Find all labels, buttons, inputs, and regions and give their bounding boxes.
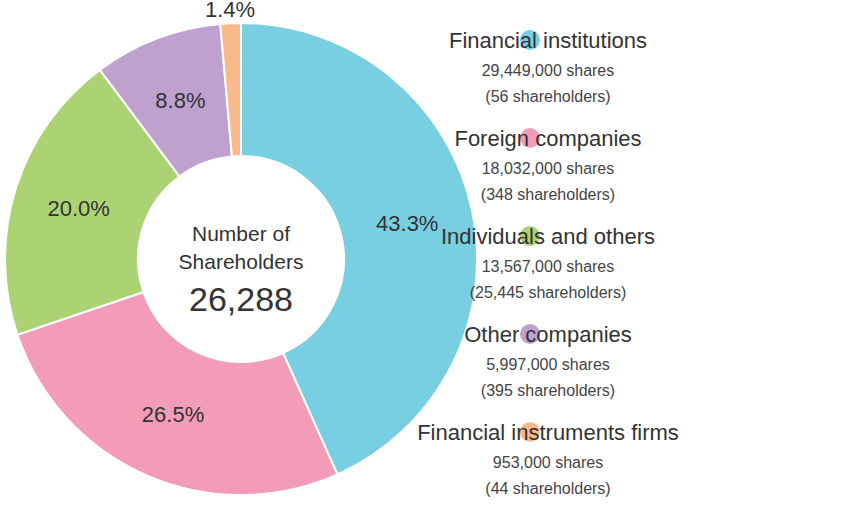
svg-text:26,288: 26,288 [189, 280, 293, 318]
svg-text:5,997,000 shares: 5,997,000 shares [486, 356, 610, 373]
svg-text:(44 shareholders): (44 shareholders) [485, 480, 610, 497]
svg-text:20.0%: 20.0% [47, 196, 109, 221]
svg-text:Other companies: Other companies [464, 322, 632, 347]
svg-text:26.5%: 26.5% [142, 402, 204, 427]
svg-text:Financial instruments firms: Financial instruments firms [417, 420, 679, 445]
svg-text:29,449,000 shares: 29,449,000 shares [482, 62, 615, 79]
svg-text:(25,445 shareholders): (25,445 shareholders) [470, 284, 627, 301]
svg-text:Number of: Number of [192, 222, 290, 245]
svg-text:Individuals and others: Individuals and others [441, 224, 655, 249]
svg-text:(348 shareholders): (348 shareholders) [481, 186, 615, 203]
svg-text:Foreign companies: Foreign companies [454, 126, 641, 151]
svg-text:(56 shareholders): (56 shareholders) [485, 88, 610, 105]
svg-text:953,000 shares: 953,000 shares [493, 454, 603, 471]
svg-text:18,032,000 shares: 18,032,000 shares [482, 160, 615, 177]
svg-text:Financial institutions: Financial institutions [449, 28, 647, 53]
svg-text:Shareholders: Shareholders [179, 250, 304, 273]
svg-text:43.3%: 43.3% [376, 211, 438, 236]
svg-text:(395 shareholders): (395 shareholders) [481, 382, 615, 399]
svg-text:1.4%: 1.4% [205, 0, 255, 22]
svg-text:13,567,000 shares: 13,567,000 shares [482, 258, 615, 275]
svg-text:8.8%: 8.8% [155, 88, 205, 113]
